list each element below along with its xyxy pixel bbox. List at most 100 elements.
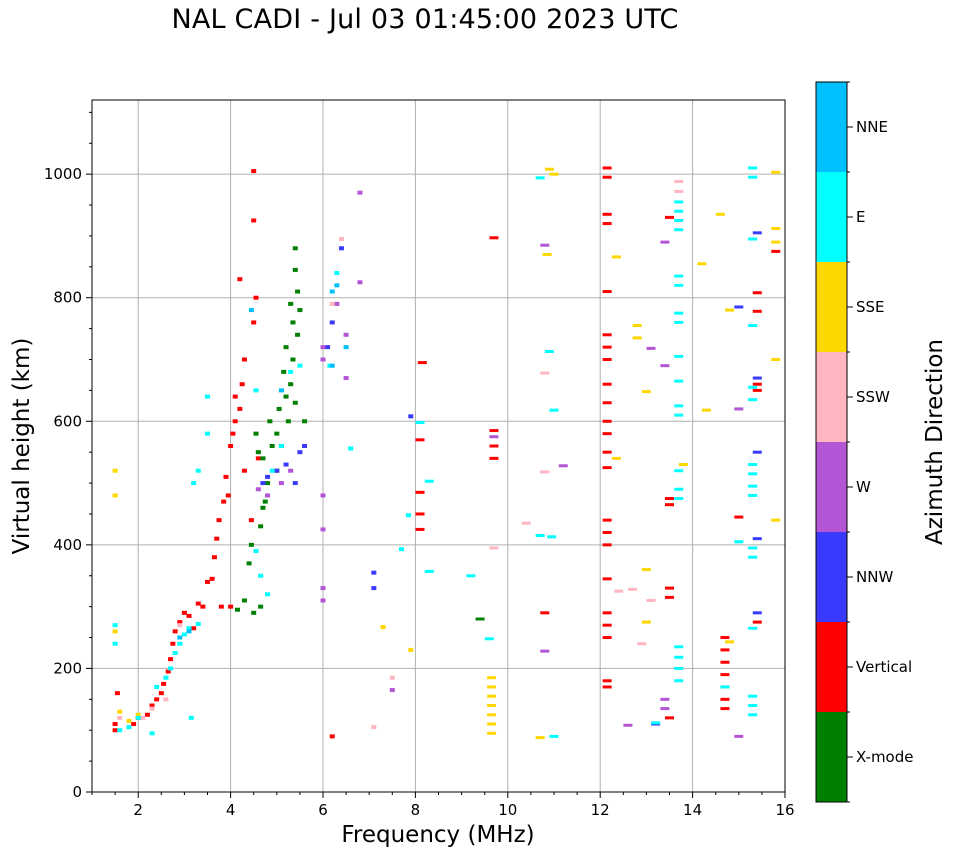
data-point-x-mode (241, 598, 247, 603)
data-point-x-mode (251, 610, 257, 615)
data-point-e (674, 497, 684, 501)
data-point-e (112, 623, 118, 628)
data-point-e (278, 444, 284, 448)
plot-frame (91, 99, 786, 793)
data-point-x-mode (253, 431, 259, 436)
data-point-nne (278, 388, 284, 393)
data-point-sse (715, 212, 725, 216)
data-point-vertical (752, 620, 762, 624)
data-point-e (748, 472, 758, 476)
data-point-e (334, 271, 340, 275)
data-point-vertical (602, 290, 612, 294)
data-point-sse (771, 240, 781, 244)
colorbar-segment-e (816, 172, 847, 262)
data-point-w (660, 697, 670, 701)
data-point-x-mode (267, 419, 273, 424)
data-point-vertical (602, 450, 612, 454)
data-point-x-mode (281, 369, 287, 374)
data-point-sse (771, 170, 781, 174)
data-point-x-mode (295, 289, 301, 294)
data-point-ssw (177, 623, 183, 628)
data-point-e (748, 626, 758, 630)
data-point-sse (487, 731, 497, 735)
data-point-sse (380, 625, 386, 630)
data-point-x-mode (295, 332, 301, 337)
data-point-sse (117, 709, 123, 714)
data-point-vertical (602, 679, 612, 683)
data-point-e (674, 311, 684, 315)
data-point-e (191, 481, 197, 486)
colorbar-segment-vertical (816, 622, 847, 712)
data-point-nnw (265, 474, 271, 479)
data-point-e (674, 228, 684, 232)
data-point-x-mode (258, 604, 264, 609)
data-point-sse (611, 456, 621, 460)
data-point-vertical (415, 438, 425, 442)
data-point-x-mode (288, 382, 294, 387)
x-tick-label: 2 (133, 801, 143, 819)
colorbar-label: Azimuth Direction (922, 339, 948, 545)
data-point-vertical (218, 604, 224, 609)
data-point-sse (549, 172, 559, 176)
data-point-w (540, 243, 550, 247)
data-point-vertical (665, 503, 674, 507)
data-point-x-mode (475, 617, 485, 621)
data-point-e (674, 379, 684, 383)
data-point-e (168, 666, 174, 671)
data-point-w (320, 598, 326, 603)
data-point-sse (632, 324, 642, 328)
data-point-e (748, 484, 758, 488)
data-point-vertical (112, 728, 118, 733)
data-point-e (265, 592, 271, 597)
data-point-e (253, 549, 259, 554)
data-layer (112, 166, 781, 740)
data-point-vertical (720, 648, 730, 652)
data-point-w (320, 493, 326, 498)
data-point-vertical (181, 610, 187, 615)
data-point-x-mode (292, 267, 298, 272)
data-point-sse (771, 358, 781, 361)
data-point-nnw (752, 537, 762, 541)
colorbar-label-sse: SSE (856, 298, 885, 316)
data-point-ssw (389, 675, 395, 680)
data-point-w (660, 707, 670, 711)
data-point-x-mode (292, 246, 298, 251)
colorbar-segment-x-mode (816, 712, 847, 802)
data-point-vertical (216, 518, 222, 523)
data-point-vertical (602, 636, 612, 640)
colorbar-label-nnw: NNW (856, 568, 893, 586)
data-point-e (748, 463, 758, 467)
colorbar-segment-w (816, 442, 847, 532)
data-point-vertical (602, 222, 612, 226)
data-point-e (415, 421, 425, 425)
data-point-x-mode (292, 400, 298, 405)
data-point-e (674, 200, 684, 204)
data-point-vertical (225, 493, 231, 498)
data-point-ssw (163, 697, 169, 702)
data-point-e (269, 468, 275, 473)
data-point-vertical (489, 429, 499, 433)
colorbar-segment-sse (816, 262, 847, 352)
data-point-e (535, 176, 545, 180)
data-point-vertical (734, 515, 744, 519)
data-point-nne (343, 345, 349, 350)
data-point-vertical (223, 474, 229, 479)
data-point-sse (535, 736, 545, 740)
data-point-nnw (371, 570, 377, 575)
data-point-e (258, 573, 264, 578)
data-point-nne (248, 308, 254, 313)
data-point-vertical (720, 636, 730, 640)
x-tick-label: 10 (498, 801, 517, 819)
x-tick-label: 12 (591, 801, 610, 819)
data-point-vertical (241, 468, 247, 473)
data-point-w (255, 487, 261, 492)
colorbar-segment-nnw (816, 532, 847, 622)
data-point-vertical (665, 586, 674, 590)
chart-title: NAL CADI - Jul 03 01:45:00 2023 UTC (171, 4, 679, 35)
data-point-w (334, 301, 340, 306)
data-point-vertical (415, 490, 425, 494)
data-point-sse (487, 722, 497, 726)
data-point-vertical (752, 388, 762, 392)
data-point-x-mode (285, 419, 291, 424)
data-point-vertical (720, 673, 730, 677)
